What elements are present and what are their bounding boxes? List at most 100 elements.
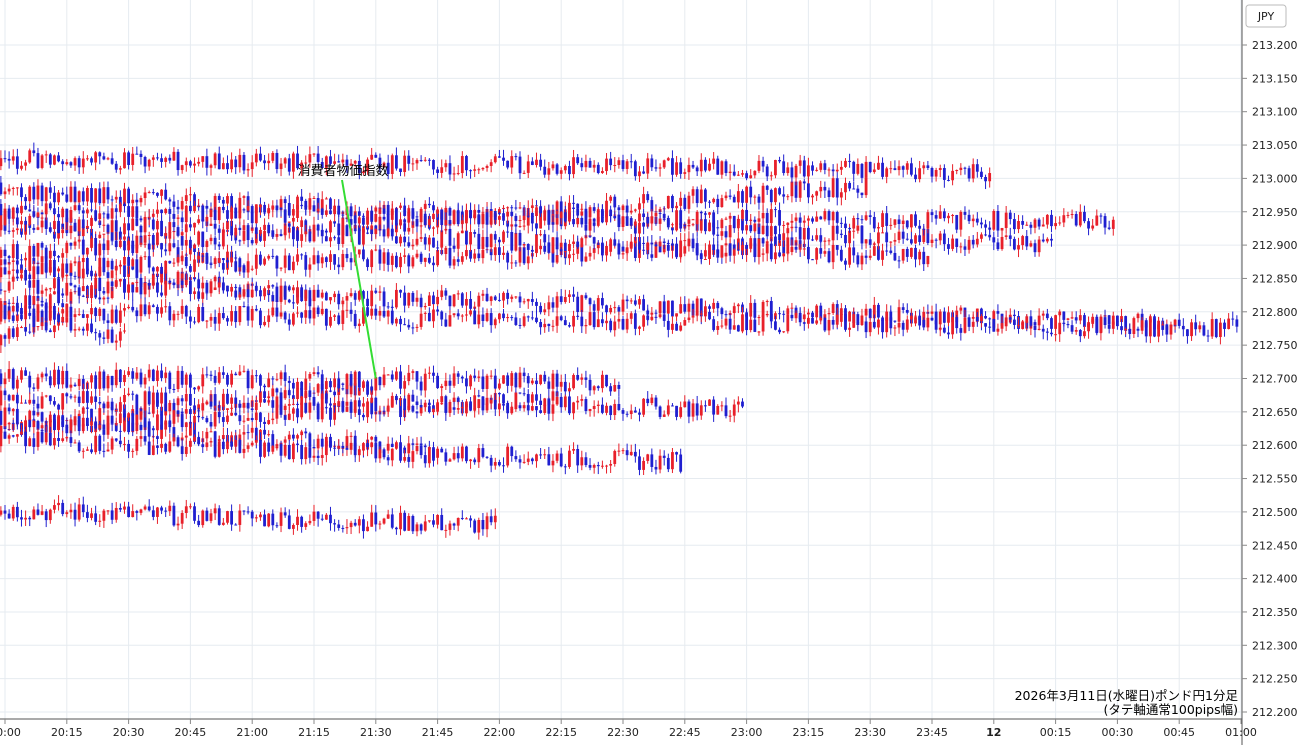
candle-body [362,519,365,532]
candle-body [399,236,402,244]
candle-body [926,165,930,168]
candle-body [877,162,880,170]
candle-body [3,158,7,160]
candle-body [283,158,287,164]
candle-body [98,520,102,522]
candle-body [296,403,299,405]
candle-body [510,406,514,414]
candle-body [15,314,19,321]
candle-body [757,196,761,203]
candle-body [353,371,357,386]
candle-body [403,255,407,257]
candle-body [275,152,279,170]
candle-body [370,442,374,448]
candle-body [61,393,65,410]
candle-body [106,449,110,452]
candle-body [522,405,526,409]
candle-body [81,286,85,292]
candle-body [11,394,15,401]
candle-body [465,230,468,245]
candle-body [526,256,530,264]
candle-body [629,451,633,456]
candle-body [889,250,893,253]
candle-body [518,232,522,246]
candle-body [679,454,683,472]
candle-body [526,405,530,411]
candle-body [835,169,839,172]
candle-body [555,164,559,174]
candle-body [671,195,674,209]
candle-body [980,171,983,177]
candle-body [193,222,196,228]
candle-body [320,455,324,458]
candle-body [535,454,538,462]
candle-body [65,162,69,165]
candle-body [728,225,732,238]
candle-body [250,227,254,231]
candle-body [963,167,967,169]
candle-body [69,272,73,276]
candle-body [110,510,114,520]
candle-body [584,457,588,466]
candle-body [580,399,584,401]
candle-body [279,512,283,526]
candle-body [930,167,934,177]
candle-body [526,458,530,462]
candle-body [279,234,283,236]
candle-body [217,411,221,418]
candle-body [201,404,205,411]
candle-body [114,423,118,425]
candle-body [40,412,44,422]
candle-body [20,327,23,329]
candle-body [184,422,188,428]
candle-body [20,402,23,404]
candle-body [366,443,369,448]
candle-body [3,267,7,275]
candle-body [250,427,254,433]
candle-body [114,423,118,431]
candle-body [168,260,172,264]
candle-body [609,386,613,392]
candle-body [469,518,472,521]
candle-body [7,513,11,519]
candle-body [522,225,526,227]
candle-body [40,242,44,248]
candle-body [432,205,435,211]
candle-body [90,449,93,453]
candle-body [110,231,114,241]
candle-body [485,403,489,405]
candle-body [704,405,707,407]
candle-body [559,453,563,467]
candle-body [184,239,188,246]
candle-body [452,373,456,386]
candle-body [407,457,411,462]
candle-body [53,291,56,295]
candle-body [32,438,36,447]
candle-body [493,399,497,410]
candle-body [629,243,633,248]
candle-body [498,392,501,395]
candle-body [432,520,435,525]
candle-body [741,401,744,407]
candle-body [407,443,411,454]
candle-body [448,247,452,266]
candle-body [465,156,468,171]
candle-body [419,237,423,239]
candle-body [427,520,431,522]
candle-body [563,251,567,253]
candle-body [473,375,477,378]
candle-body [81,504,85,513]
candle-body [184,506,188,513]
candle-body [506,160,510,168]
candle-body [20,165,23,169]
candle-body [444,380,448,387]
candle-body [205,256,209,263]
candle-body [337,264,341,268]
candle-body [436,250,439,266]
candle-body [168,441,172,452]
candle-body [263,421,266,424]
candle-body [209,165,213,168]
candle-body [36,377,40,389]
candle-body [217,195,221,200]
candle-body [872,169,876,173]
